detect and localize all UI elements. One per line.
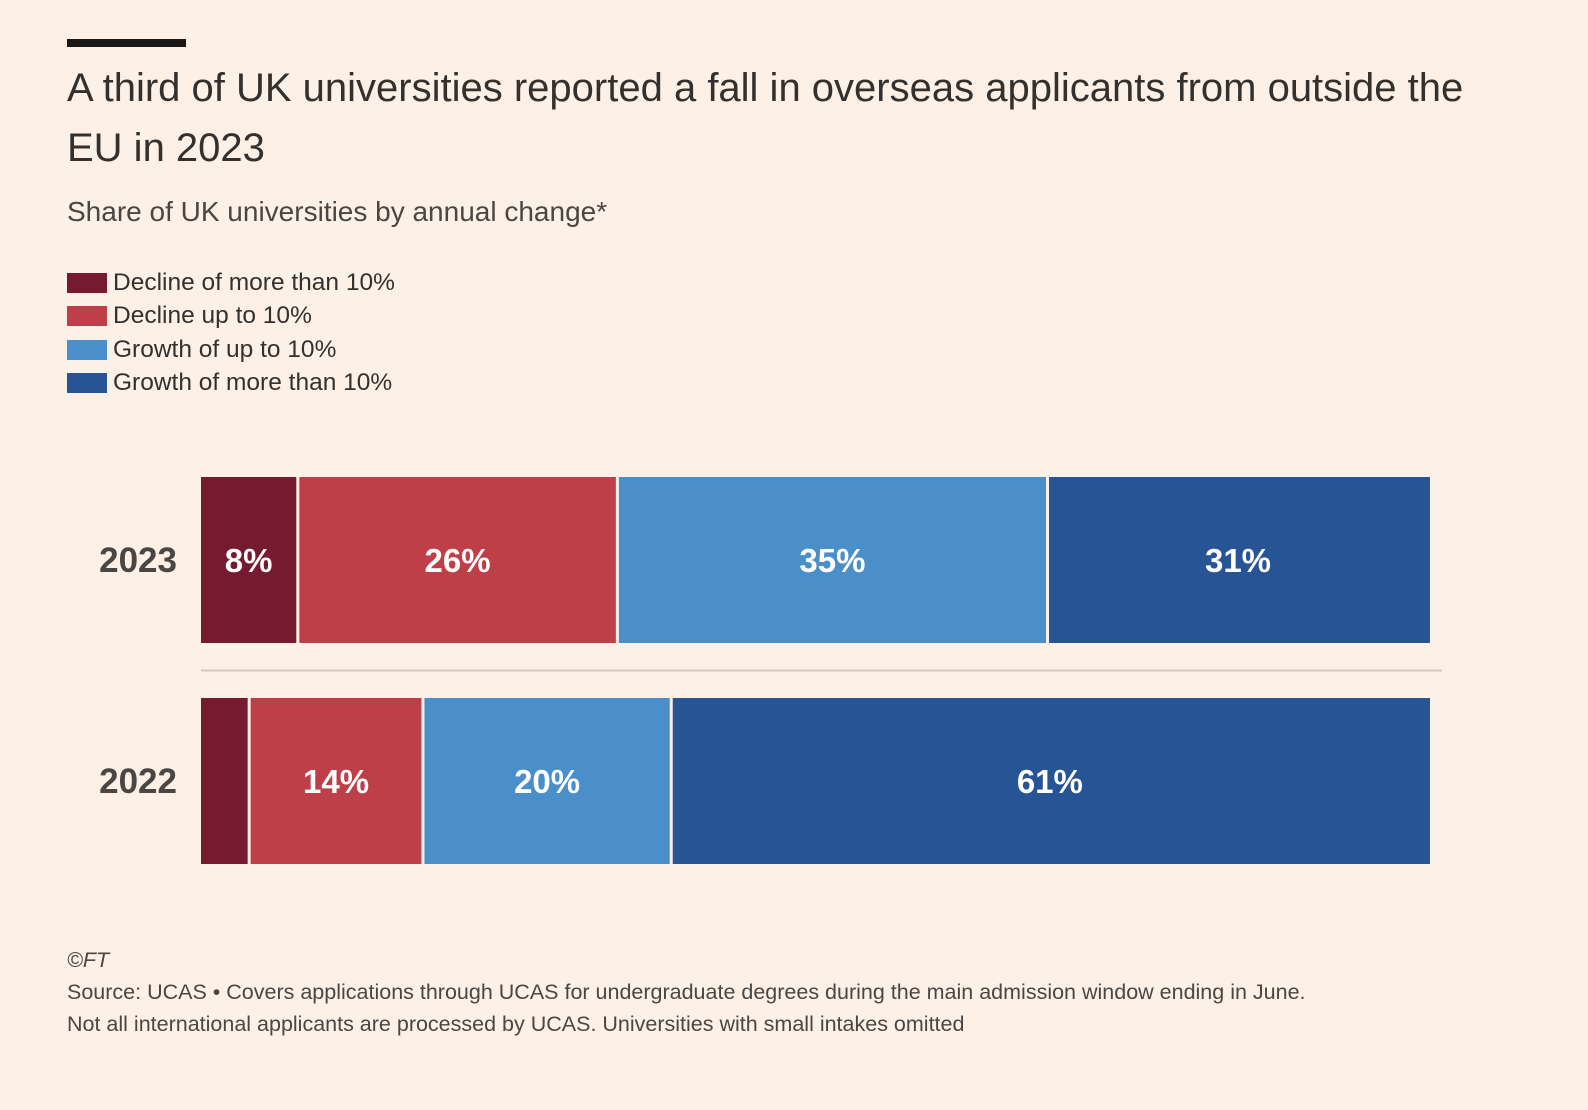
data-label-2023-4: 31% xyxy=(1205,542,1271,579)
chart-footer: ©FT Source: UCAS • Covers applications t… xyxy=(67,944,1306,1040)
data-label-2022-4: 61% xyxy=(1017,763,1083,800)
legend-label: Decline of more than 10% xyxy=(113,268,395,296)
data-label-2023-3: 35% xyxy=(799,542,865,579)
data-label-2023-1: 8% xyxy=(225,542,273,579)
bar-segment-2022-3 xyxy=(424,698,670,864)
stacked-bar-chart: 2023 8% 26% 35% 31% 2022 14% 20% 61% xyxy=(99,477,1442,864)
legend-swatch xyxy=(67,306,107,327)
chart-title: A third of UK universities reported a fa… xyxy=(67,66,1464,170)
bar-segment-2023-4 xyxy=(1049,477,1430,643)
legend-swatch xyxy=(67,339,107,360)
chart-legend: Decline of more than 10% Decline up to 1… xyxy=(67,266,395,400)
source-note-continued: Not all international applicants are pro… xyxy=(67,1012,965,1036)
legend-item-growth-up-to-10: Growth of up to 10% xyxy=(67,333,395,367)
legend-label: Growth of up to 10% xyxy=(113,335,337,363)
legend-item-decline-over-10: Decline of more than 10% xyxy=(67,266,395,300)
legend-item-decline-up-to-10: Decline up to 10% xyxy=(67,300,395,334)
legend-item-growth-over-10: Growth of more than 10% xyxy=(67,367,395,401)
legend-swatch xyxy=(67,373,107,394)
bar-segment-2022-2 xyxy=(250,698,422,864)
legend-swatch xyxy=(67,272,107,293)
legend-label: Decline up to 10% xyxy=(113,302,312,330)
bar-segment-2022-4 xyxy=(672,698,1430,864)
data-label-2023-2: 26% xyxy=(425,542,491,579)
source-note: Source: UCAS • Covers applications throu… xyxy=(67,980,1306,1004)
header-accent-rule xyxy=(67,39,186,47)
bars-group: 2023 8% 26% 35% 31% 2022 14% 20% 61% xyxy=(99,477,1442,864)
bar-segment-2023-1 xyxy=(201,477,297,643)
bar-segment-2023-2 xyxy=(299,477,616,643)
data-label-2022-2: 14% xyxy=(303,763,369,800)
chart-subtitle: Share of UK universities by annual chang… xyxy=(67,196,608,227)
bar-segment-2023-3 xyxy=(618,477,1047,643)
data-label-2022-3: 20% xyxy=(514,763,580,800)
category-label-2022: 2022 xyxy=(99,762,177,801)
legend-label: Growth of more than 10% xyxy=(113,369,393,397)
copyright: ©FT xyxy=(67,948,110,972)
bar-segment-2022-1 xyxy=(201,698,248,864)
category-label-2023: 2023 xyxy=(99,541,177,580)
